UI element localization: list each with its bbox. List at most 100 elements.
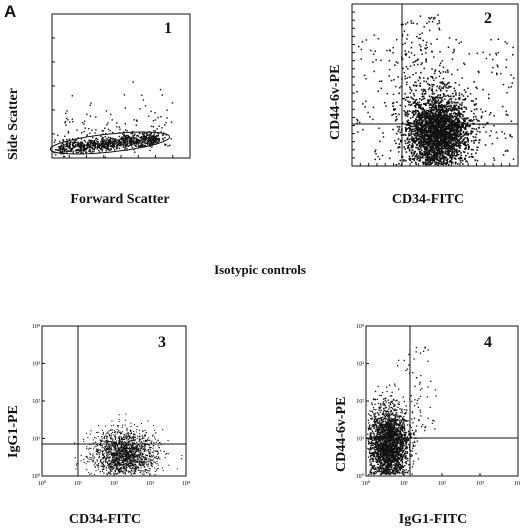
data-point bbox=[412, 114, 415, 116]
data-point bbox=[445, 132, 448, 135]
data-point bbox=[418, 112, 421, 114]
data-point bbox=[56, 149, 58, 151]
data-point bbox=[121, 438, 123, 440]
data-point bbox=[151, 440, 153, 442]
data-point bbox=[160, 131, 162, 133]
data-point bbox=[490, 39, 492, 41]
data-point bbox=[68, 147, 71, 150]
data-point bbox=[135, 451, 137, 453]
data-point bbox=[377, 155, 379, 158]
data-point bbox=[103, 453, 105, 455]
data-point bbox=[102, 130, 105, 132]
data-point bbox=[415, 129, 418, 131]
data-point bbox=[95, 143, 97, 145]
data-point bbox=[122, 461, 124, 463]
data-point bbox=[134, 449, 136, 451]
data-point bbox=[94, 147, 96, 149]
data-point bbox=[421, 126, 423, 129]
data-point bbox=[435, 125, 438, 128]
data-point bbox=[148, 137, 150, 139]
data-point bbox=[97, 141, 99, 144]
data-point bbox=[144, 105, 147, 107]
data-point bbox=[113, 455, 115, 457]
data-point bbox=[437, 14, 439, 16]
data-point bbox=[382, 132, 384, 134]
data-point bbox=[375, 59, 377, 61]
data-point bbox=[429, 18, 431, 20]
data-point bbox=[420, 107, 423, 110]
data-point bbox=[79, 142, 81, 144]
data-point bbox=[451, 73, 453, 76]
data-point bbox=[397, 76, 399, 78]
data-point bbox=[80, 138, 83, 140]
data-point bbox=[405, 151, 408, 153]
data-point bbox=[142, 463, 144, 465]
data-point bbox=[457, 130, 459, 132]
data-point bbox=[441, 132, 443, 134]
data-point bbox=[430, 120, 432, 123]
data-point bbox=[440, 129, 443, 131]
data-point bbox=[146, 450, 148, 452]
data-point bbox=[101, 452, 103, 454]
data-point bbox=[113, 472, 115, 474]
data-point bbox=[110, 113, 112, 116]
data-point bbox=[406, 21, 409, 24]
data-point bbox=[427, 143, 430, 145]
data-point bbox=[410, 122, 413, 125]
data-point bbox=[406, 120, 408, 122]
data-point bbox=[435, 105, 437, 107]
data-point bbox=[421, 117, 423, 120]
data-point bbox=[455, 150, 458, 153]
data-point bbox=[429, 150, 432, 152]
data-point bbox=[142, 135, 145, 137]
data-point bbox=[454, 115, 457, 118]
data-point bbox=[435, 149, 438, 151]
data-point bbox=[447, 131, 450, 134]
data-point bbox=[138, 462, 140, 464]
data-point bbox=[125, 447, 127, 449]
data-point bbox=[418, 160, 420, 162]
data-point bbox=[114, 469, 116, 471]
data-point bbox=[137, 460, 139, 462]
data-point bbox=[458, 115, 461, 118]
data-point bbox=[422, 129, 425, 131]
data-point bbox=[119, 128, 121, 131]
data-point bbox=[66, 143, 69, 145]
data-point bbox=[71, 118, 73, 120]
data-point bbox=[395, 61, 397, 63]
data-point bbox=[423, 67, 425, 70]
data-point bbox=[86, 134, 88, 136]
data-point bbox=[61, 151, 63, 153]
data-point bbox=[125, 145, 127, 147]
data-point bbox=[449, 156, 451, 159]
data-point bbox=[431, 104, 434, 106]
data-point bbox=[426, 109, 428, 112]
data-point bbox=[422, 163, 425, 165]
data-point bbox=[83, 143, 85, 146]
data-point bbox=[136, 139, 138, 141]
data-point bbox=[109, 142, 112, 145]
data-point bbox=[427, 155, 429, 158]
data-point bbox=[99, 443, 101, 445]
data-point bbox=[148, 461, 150, 463]
data-point bbox=[425, 114, 428, 116]
data-point bbox=[108, 143, 110, 145]
data-point bbox=[460, 132, 462, 135]
data-point bbox=[358, 45, 360, 48]
data-point bbox=[144, 142, 146, 144]
data-point bbox=[424, 131, 426, 133]
data-point bbox=[429, 149, 431, 151]
data-point bbox=[445, 136, 448, 138]
data-point bbox=[143, 443, 145, 445]
data-point bbox=[118, 450, 120, 452]
data-point bbox=[433, 137, 435, 140]
data-point bbox=[448, 144, 450, 146]
data-point bbox=[437, 152, 440, 154]
data-point bbox=[458, 150, 460, 152]
data-point bbox=[417, 132, 420, 135]
data-point bbox=[435, 124, 438, 127]
data-point bbox=[129, 451, 131, 453]
data-point bbox=[427, 99, 429, 102]
data-point bbox=[148, 446, 150, 448]
data-point bbox=[123, 435, 125, 437]
